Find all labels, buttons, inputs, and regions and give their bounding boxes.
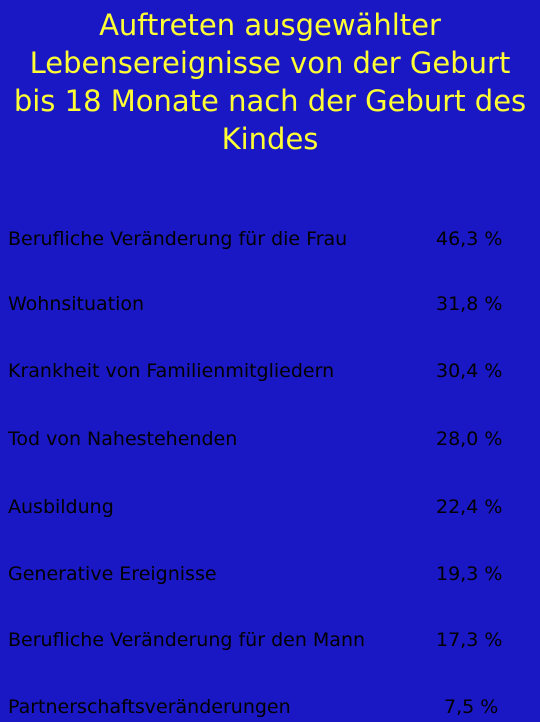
list-item: Partnerschaftsveränderungen 7,5 % (0, 692, 540, 722)
event-label: Berufliche Veränderung für den Mann (8, 629, 366, 651)
event-percentage: 28,0 % (436, 428, 503, 450)
event-percentage: 19,3 % (436, 563, 503, 585)
event-label: Generative Ereignisse (8, 563, 217, 585)
list-item: Tod von Nahestehenden 28,0 % (0, 424, 540, 454)
event-percentage: 17,3 % (436, 629, 503, 651)
list-item: Wohnsituation 31,8 % (0, 289, 540, 319)
event-label: Berufliche Veränderung für die Frau (8, 228, 348, 250)
event-percentage: 22,4 % (436, 496, 503, 518)
event-percentage: 7,5 % (444, 696, 499, 718)
event-label: Ausbildung (8, 496, 114, 518)
list-item: Krankheit von Familienmitgliedern 30,4 % (0, 356, 540, 386)
slide-title: Auftreten ausgewählter Lebensereignisse … (13, 8, 527, 156)
list-item: Generative Ereignisse 19,3 % (0, 559, 540, 589)
event-percentage: 46,3 % (436, 228, 503, 250)
event-percentage: 30,4 % (436, 360, 503, 382)
list-item: Berufliche Veränderung für den Mann 17,3… (0, 625, 540, 655)
event-label: Wohnsituation (8, 293, 145, 315)
event-label: Krankheit von Familienmitgliedern (8, 360, 335, 382)
event-label: Partnerschaftsveränderungen (8, 696, 291, 718)
list-item: Ausbildung 22,4 % (0, 492, 540, 522)
event-percentage: 31,8 % (436, 293, 503, 315)
list-item: Berufliche Veränderung für die Frau 46,3… (0, 224, 540, 254)
event-label: Tod von Nahestehenden (8, 428, 238, 450)
